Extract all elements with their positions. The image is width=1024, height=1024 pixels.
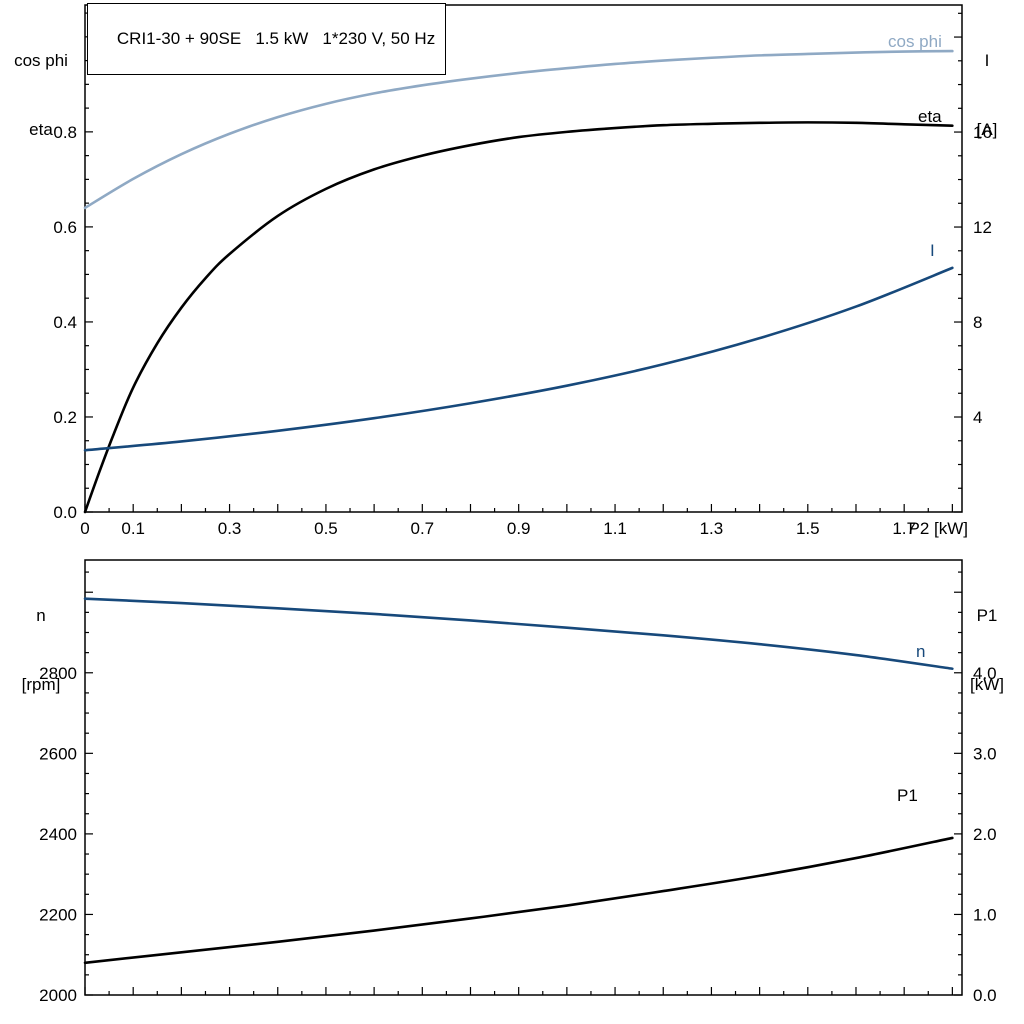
curve-label-speed: n (916, 642, 925, 661)
curve-speed (83, 597, 954, 671)
right-axis-labels: 4 8 12 16 (973, 123, 992, 427)
top-chart-left-axis-title: cos phi eta (0, 3, 82, 187)
speed-axis-title-line2: [rpm] (21, 675, 61, 694)
plot-border (84, 4, 963, 513)
left-axis-labels: 0.0 0.2 0.4 0.6 0.8 (53, 123, 77, 522)
x-tick-label: 0.7 (410, 519, 434, 538)
y-tick-label: 16 (973, 123, 992, 142)
curve-label-eta: eta (918, 107, 942, 126)
power-axis-title-line1: P1 (976, 606, 998, 625)
left-axis-labels: 2000 2200 2400 2600 2800 (39, 664, 77, 1005)
y-tick-label: 8 (973, 313, 982, 332)
right-axis-title-line1: I (984, 51, 990, 70)
bottom-chart-right-axis-title: P1 [kW] (958, 558, 1016, 742)
x-tick-label: 0.3 (218, 519, 242, 538)
x-tick-label: 0 (80, 519, 89, 538)
y-tick-label: 0.6 (53, 218, 77, 237)
curve-cos-phi (83, 49, 954, 210)
plot-border (84, 559, 963, 996)
y-tick-label: 2200 (39, 905, 77, 924)
x-axis-labels: 0 0.1 0.3 0.5 0.7 0.9 1.1 1.3 1.5 1.7P2 [kW] (80, 519, 968, 538)
x-axis-ticks (84, 987, 953, 995)
y-tick-label: 0.8 (53, 123, 77, 142)
right-axis-title-line2: [A] (976, 120, 998, 139)
y-tick-label: 0.4 (53, 313, 77, 332)
curve-current (83, 266, 954, 452)
y-tick-label: 4 (973, 408, 982, 427)
x-tick-label: 1.5 (796, 519, 820, 538)
chart-motor-electrical: 0 0.1 0.3 0.5 0.7 0.9 1.1 1.3 1.5 1.7P2 [kW]0.00.… (53, 4, 992, 538)
y-tick-label: 0.0 (53, 503, 77, 522)
curve-label-current: I (930, 241, 935, 260)
curve-label-input-power: P1 (897, 786, 918, 805)
x-tick-label: 1.1 (603, 519, 627, 538)
right-axis-ticks (954, 571, 962, 996)
y-tick-label: 4.0 (973, 664, 997, 683)
y-tick-label: 2800 (39, 664, 77, 683)
left-axis-ticks (85, 12, 93, 513)
left-axis-title-line2: eta (29, 120, 53, 139)
left-axis-ticks (85, 571, 93, 996)
y-tick-label: 0.0 (973, 986, 997, 1005)
y-tick-label: 0.2 (53, 408, 77, 427)
x-tick-label: 0.9 (507, 519, 531, 538)
y-tick-label: 2000 (39, 986, 77, 1005)
x-tick-label: 0.1 (121, 519, 145, 538)
right-axis-ticks (954, 12, 962, 513)
right-axis-labels: 0.0 1.0 2.0 3.0 4.0 (973, 664, 997, 1005)
x-tick-label: 1.7 (892, 519, 916, 538)
y-tick-label: 2600 (39, 744, 77, 763)
x-axis-unit-label: P2 [kW] (908, 519, 968, 538)
y-tick-label: 2.0 (973, 825, 997, 844)
y-tick-label: 3.0 (973, 744, 997, 763)
y-tick-label: 12 (973, 218, 992, 237)
power-axis-title-line2: [kW] (970, 675, 1004, 694)
chart-title-box: CRI1-30 + 90SE 1.5 kW 1*230 V, 50 Hz (87, 3, 447, 75)
x-tick-label: 1.3 (700, 519, 724, 538)
y-tick-label: 2400 (39, 825, 77, 844)
speed-axis-title-line1: n (36, 606, 46, 625)
x-axis-ticks (84, 504, 953, 512)
curve-label-cos-phi: cos phi (888, 32, 942, 51)
top-chart-right-axis-title: I [A] (958, 3, 1016, 187)
y-tick-label: 1.0 (973, 905, 997, 924)
left-axis-title-line1: cos phi (14, 51, 68, 70)
curve-input-power (83, 836, 954, 965)
curve-eta (83, 121, 954, 514)
x-tick-label: 0.5 (314, 519, 338, 538)
chart-title: CRI1-30 + 90SE 1.5 kW 1*230 V, 50 Hz (116, 29, 436, 48)
chart-speed-power: 2000 2200 2400 2600 2800 0.0 1.0 2.0 3.0 4.0 n P1 (39, 559, 997, 1005)
bottom-chart-left-axis-title: n [rpm] (0, 558, 82, 742)
